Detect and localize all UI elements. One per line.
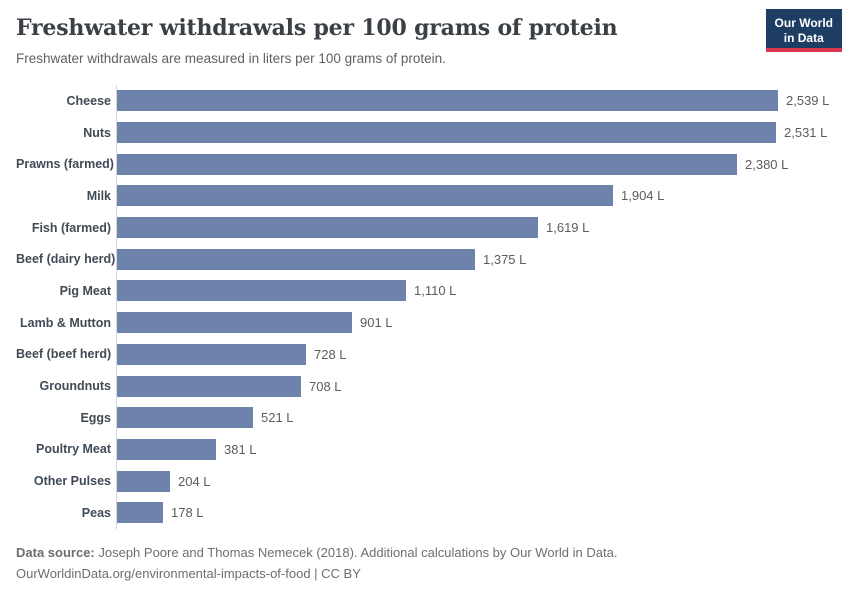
value-label: 1,375 L: [483, 251, 527, 267]
category-label: Cheese: [66, 93, 111, 108]
page-title: Freshwater withdrawals per 100 grams of …: [16, 15, 618, 41]
category-label: Peas: [81, 505, 111, 520]
bar-row: Peas 178 L: [16, 496, 834, 529]
value-label: 521 L: [261, 410, 294, 426]
category-label: Nuts: [83, 125, 111, 140]
bar-row: Nuts 2,531 L: [16, 116, 834, 149]
bar-row: Poultry Meat 381 L: [16, 433, 834, 466]
bar-area: 2,531 L: [116, 116, 834, 149]
bar[interactable]: [117, 502, 163, 524]
bar[interactable]: [117, 90, 778, 112]
chart-header: Freshwater withdrawals per 100 grams of …: [0, 0, 850, 67]
bar-area: 708 L: [116, 370, 834, 402]
category-label: Prawns (farmed): [16, 157, 114, 172]
bar[interactable]: [117, 375, 301, 397]
bar-row: Milk 1,904 L: [16, 180, 834, 212]
bar-row: Lamb & Mutton 901 L: [16, 306, 834, 339]
footer-license-line: OurWorldinData.org/environmental-impacts…: [16, 563, 834, 584]
value-label: 708 L: [309, 378, 342, 394]
value-label: 2,531 L: [784, 125, 828, 141]
bar-row: Beef (dairy herd) 1,375 L: [16, 243, 834, 276]
category-label: Other Pulses: [33, 474, 111, 489]
bar[interactable]: [117, 185, 613, 207]
bar-row: Cheese 2,539 L: [16, 85, 834, 117]
footer-datasource-label: Data source:: [16, 544, 95, 560]
bar[interactable]: [117, 280, 406, 302]
category-label: Pig Meat: [59, 283, 111, 298]
value-label: 728 L: [314, 346, 347, 362]
bar-area: 1,619 L: [116, 211, 834, 244]
bar-area: 178 L: [116, 496, 834, 529]
logo-text-line2: in Data: [783, 30, 824, 45]
footer-license-suffix: | CC BY: [310, 565, 361, 581]
bar-area: 521 L: [116, 401, 834, 434]
bar[interactable]: [117, 343, 306, 365]
category-label: Milk: [86, 188, 111, 203]
category-label: Lamb & Mutton: [20, 315, 111, 330]
category-label: Fish (farmed): [31, 220, 111, 235]
bar-row: Fish (farmed) 1,619 L: [16, 211, 834, 244]
category-label: Beef (beef herd): [16, 347, 112, 362]
bar[interactable]: [117, 217, 538, 239]
bar[interactable]: [117, 248, 475, 270]
bar-row: Pig Meat 1,110 L: [16, 275, 834, 307]
bar-area: 1,110 L: [116, 275, 834, 307]
value-label: 901 L: [360, 315, 393, 331]
bar[interactable]: [117, 312, 352, 334]
chart-footer: Data source: Joseph Poore and Thomas Nem…: [16, 542, 834, 584]
bar[interactable]: [117, 122, 776, 144]
value-label: 1,110 L: [414, 283, 457, 299]
value-label: 178 L: [171, 505, 204, 521]
bar-area: 1,904 L: [116, 180, 834, 212]
footer-datasource-text: Joseph Poore and Thomas Nemecek (2018). …: [94, 544, 618, 560]
bar-area: 381 L: [116, 433, 834, 466]
bar[interactable]: [117, 470, 170, 492]
chart-subtitle: Freshwater withdrawals are measured in l…: [16, 51, 446, 66]
bar-area: 901 L: [116, 306, 834, 339]
category-label: Groundnuts: [39, 379, 111, 394]
owid-logo[interactable]: Our World in Data: [765, 9, 842, 52]
bar-rows: Cheese 2,539 L Nuts 2,531 L Prawns (farm…: [16, 85, 834, 529]
bar[interactable]: [117, 153, 737, 175]
bar-chart: Cheese 2,539 L Nuts 2,531 L Prawns (farm…: [16, 85, 834, 529]
bar-row: Beef (beef herd) 728 L: [16, 338, 834, 371]
bar-row: Eggs 521 L: [16, 401, 834, 434]
bar-area: 2,380 L: [116, 148, 834, 181]
bar-row: Groundnuts 708 L: [16, 370, 834, 402]
value-label: 381 L: [224, 441, 257, 457]
value-label: 1,904 L: [621, 188, 665, 204]
bar-area: 204 L: [116, 465, 834, 497]
value-label: 204 L: [178, 473, 211, 489]
bar-area: 728 L: [116, 338, 834, 371]
category-label: Eggs: [80, 410, 111, 425]
footer-url-link[interactable]: OurWorldinData.org/environmental-impacts…: [16, 565, 311, 581]
value-label: 2,380 L: [745, 156, 789, 172]
value-label: 1,619 L: [546, 220, 590, 236]
category-label: Beef (dairy herd): [16, 252, 116, 267]
value-label: 2,539 L: [786, 93, 830, 109]
bar[interactable]: [117, 438, 216, 460]
bar-area: 1,375 L: [116, 243, 834, 276]
bar-row: Other Pulses 204 L: [16, 465, 834, 497]
category-label: Poultry Meat: [35, 442, 111, 457]
footer-datasource-line: Data source: Joseph Poore and Thomas Nem…: [16, 542, 834, 563]
bar[interactable]: [117, 407, 253, 429]
bar-row: Prawns (farmed) 2,380 L: [16, 148, 834, 181]
bar-area: 2,539 L: [116, 85, 834, 117]
logo-text-line1: Our World: [774, 16, 833, 30]
